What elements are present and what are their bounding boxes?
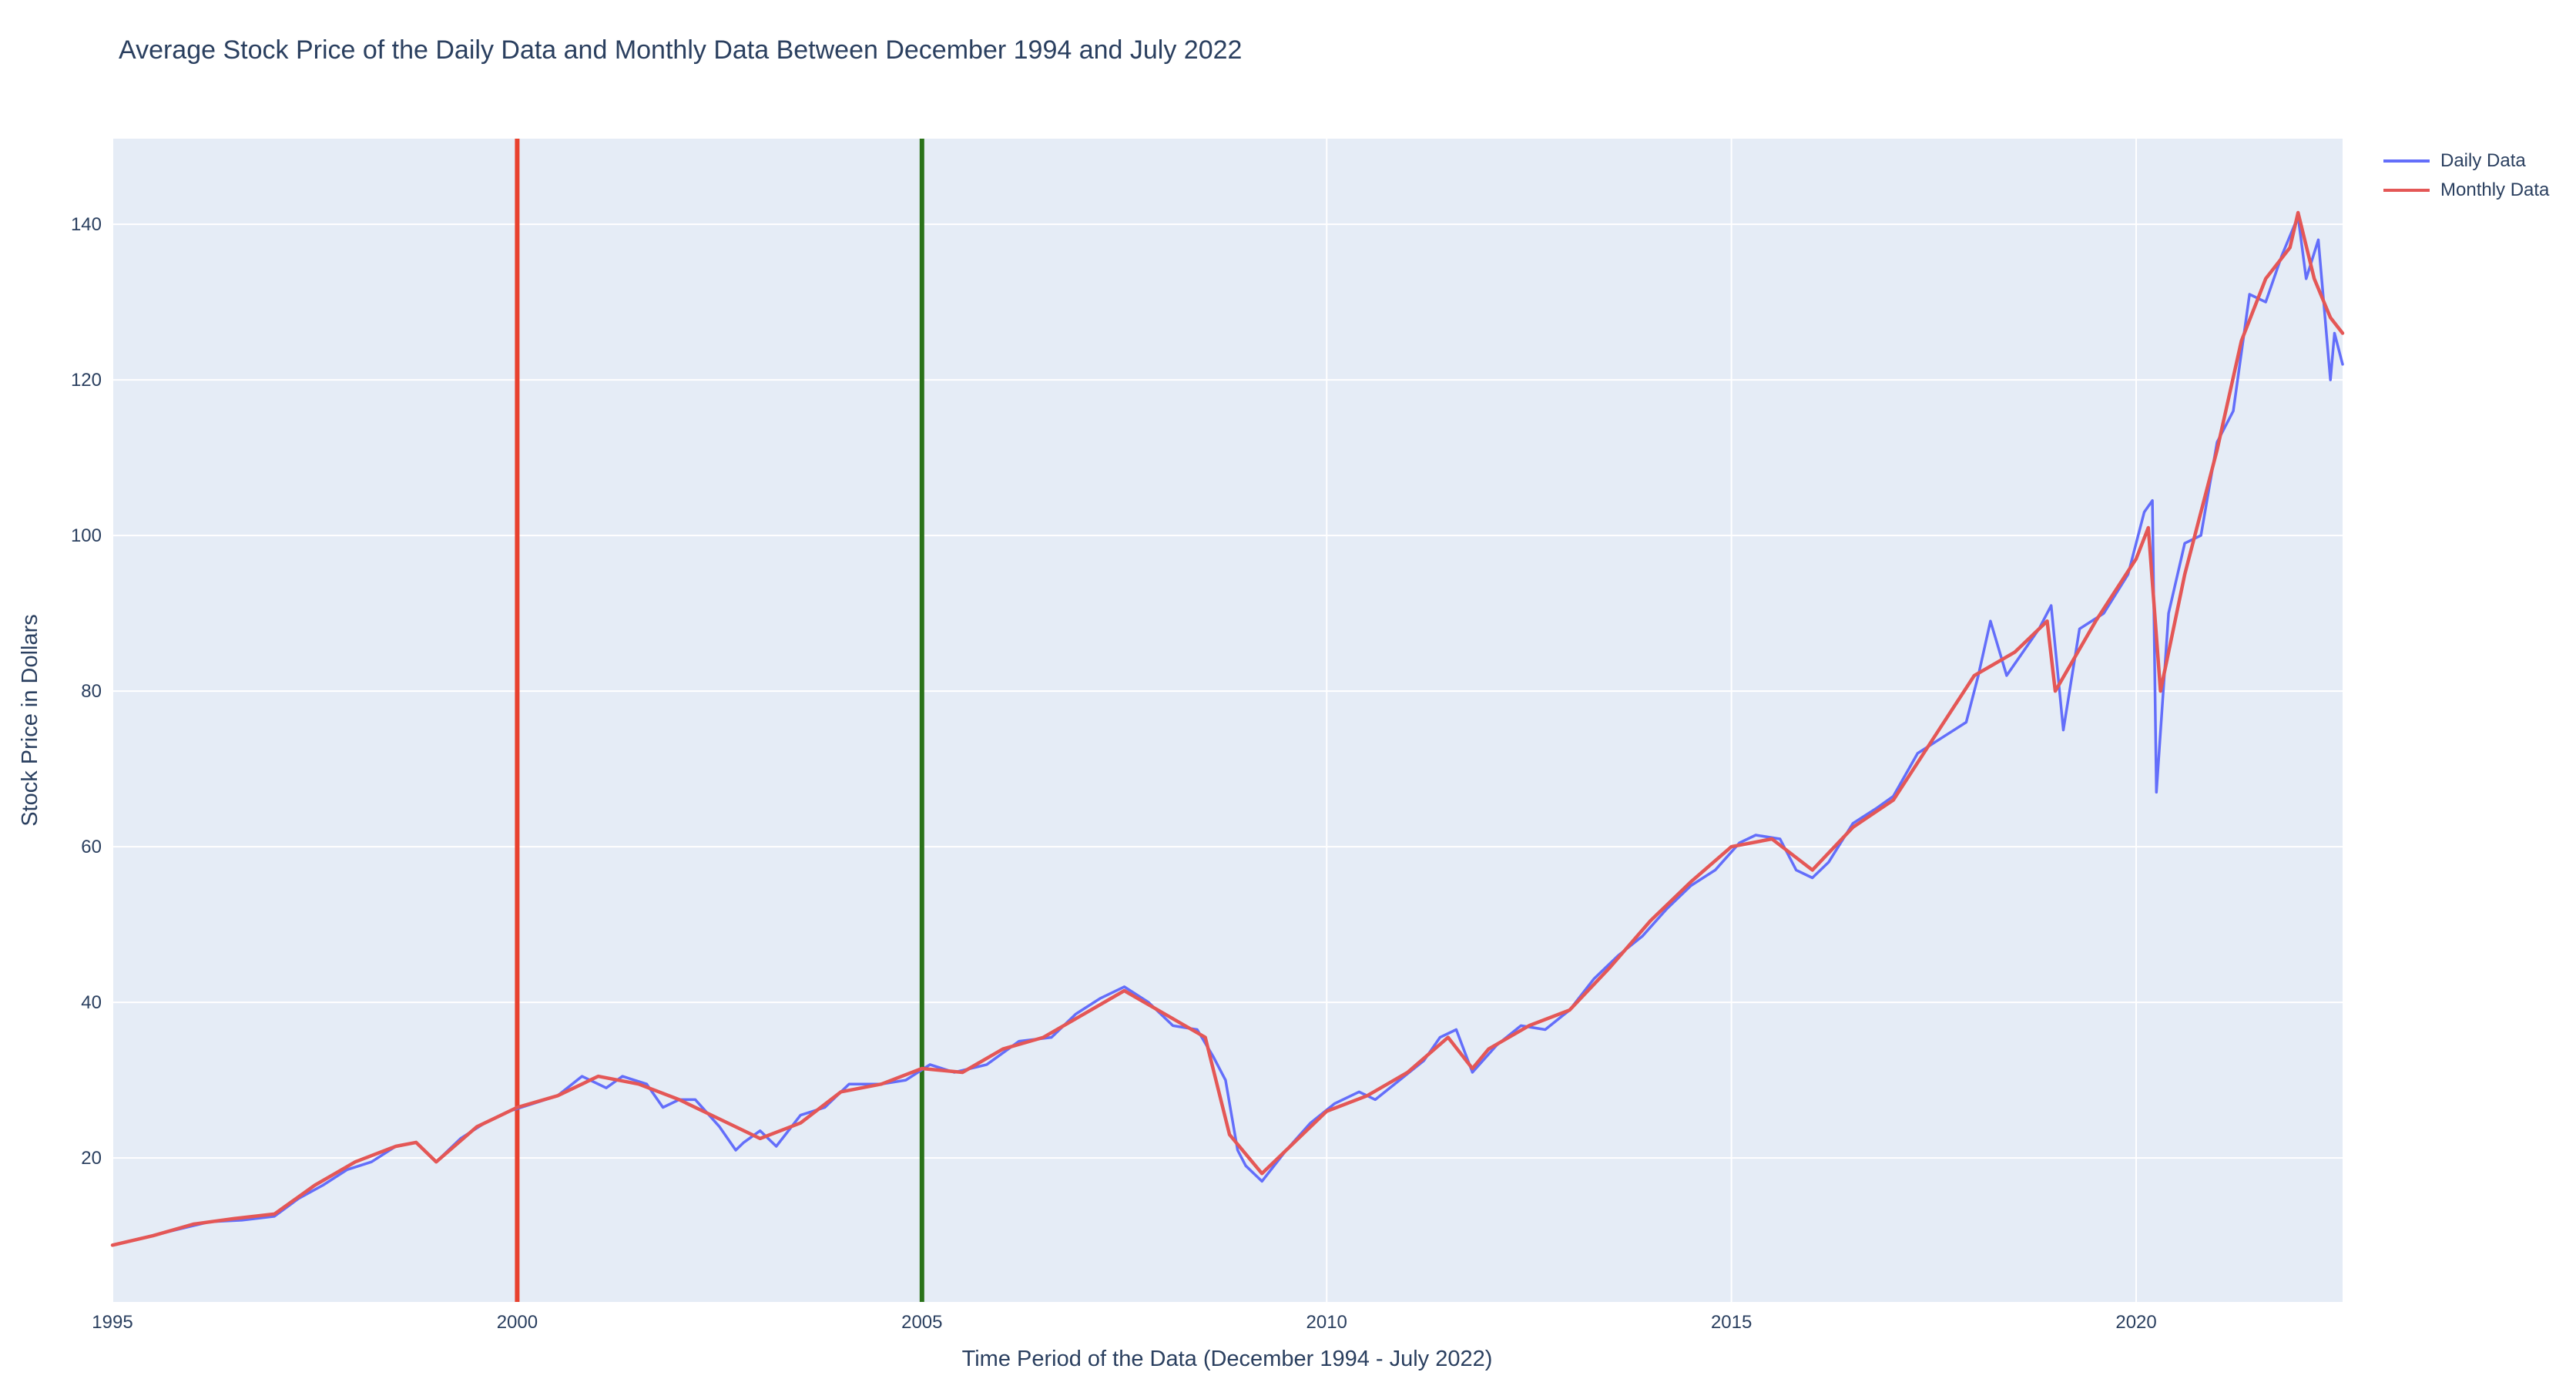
x-tick-label: 1995 (92, 1312, 132, 1333)
legend-item-daily[interactable]: Daily Data (2383, 146, 2549, 176)
y-tick-label: 140 (71, 214, 102, 235)
legend: Daily Data Monthly Data (2383, 146, 2549, 205)
plot-area (112, 139, 2343, 1302)
x-tick-label: 2005 (901, 1312, 942, 1333)
y-tick-label: 120 (71, 370, 102, 391)
x-tick-label: 2015 (1711, 1312, 1752, 1333)
grid-layer (112, 139, 2343, 1302)
x-tick-label: 2020 (2115, 1312, 2156, 1333)
y-tick-label: 40 (81, 992, 102, 1013)
y-tick-label: 60 (81, 837, 102, 857)
y-tick-label: 80 (81, 681, 102, 702)
legend-swatch-daily (2383, 159, 2430, 163)
series-layer (110, 210, 2345, 1247)
legend-label-monthly: Monthly Data (2440, 179, 2550, 200)
x-tick-label: 2010 (1306, 1312, 1347, 1333)
tick-layer: 20 40 60 80 100 120 140 1995 2000 2005 2010 2015 202… (71, 214, 2157, 1333)
x-axis-title: Time Period of the Data (December 1994 -… (962, 1347, 1493, 1371)
legend-swatch-monthly (2383, 189, 2430, 192)
legend-label-daily: Daily Data (2440, 150, 2526, 171)
y-axis-title: Stock Price in Dollars (18, 614, 42, 827)
series-line-monthly-data (110, 210, 2345, 1247)
y-tick-label: 20 (81, 1148, 102, 1169)
x-tick-label: 2000 (497, 1312, 538, 1333)
chart-title: Average Stock Price of the Daily Data an… (119, 35, 1243, 65)
y-tick-label: 100 (71, 525, 102, 546)
legend-item-monthly[interactable]: Monthly Data (2383, 176, 2549, 205)
